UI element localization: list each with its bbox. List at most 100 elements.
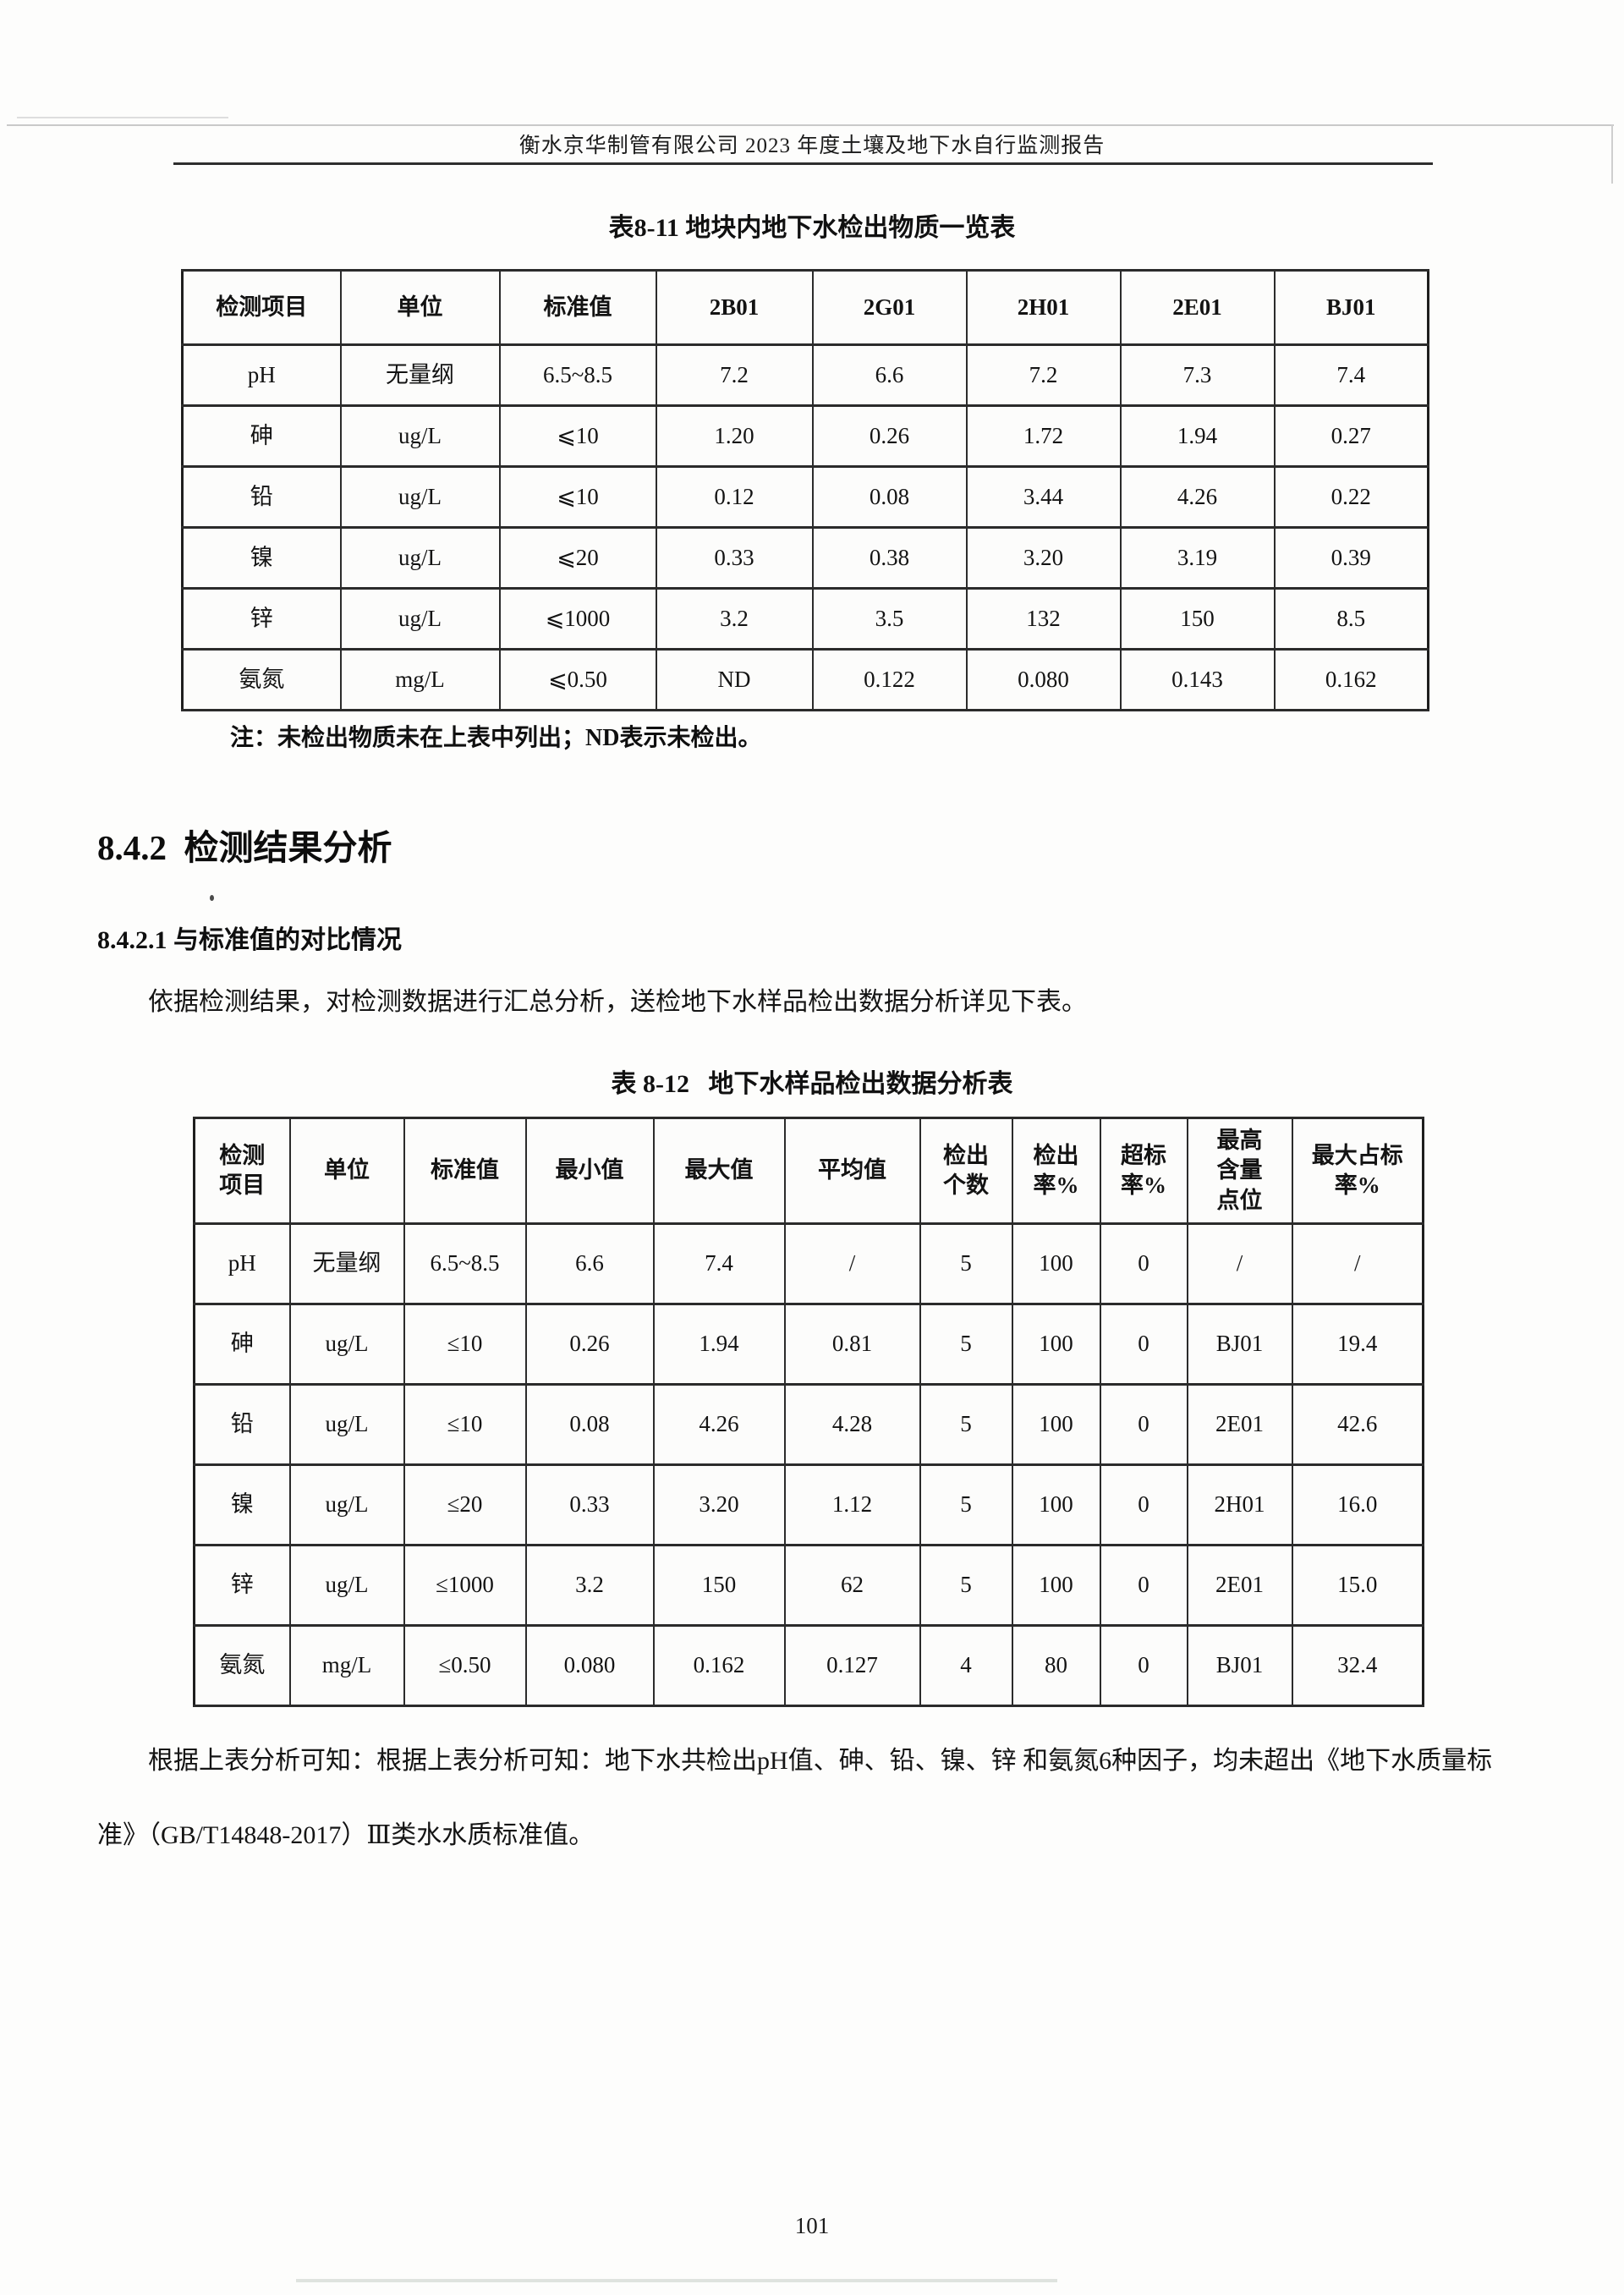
value-cell: 0: [1099, 1222, 1188, 1305]
value-cell: 0.38: [811, 526, 968, 590]
value-cell: ug/L: [288, 1544, 405, 1627]
table-row: 镍 ug/L ⩽20 0.33 0.38 3.20 3.19 0.39: [181, 526, 1429, 590]
value-cell: 无量纲: [339, 343, 501, 407]
value-cell: 6.5~8.5: [403, 1222, 527, 1305]
table-note: 注：未检出物质未在上表中列出；ND表示未检出。: [230, 725, 762, 751]
value-cell: 0.33: [524, 1463, 655, 1546]
value-cell: ≤10: [403, 1383, 527, 1466]
intro-paragraph: 依据检测结果，对检测数据进行汇总分析，送检地下水样品检出数据分析详见下表。: [148, 988, 1087, 1016]
value-cell: 150: [652, 1544, 786, 1627]
closing-paragraph: 根据上表分析可知：根据上表分析可知：地下水共检出pH值、砷、铅、镍、锌 和氨氮6…: [97, 1747, 1493, 1849]
value-cell: 0.26: [524, 1303, 655, 1386]
value-cell: ≤0.50: [403, 1624, 527, 1707]
table-row: 镍 ug/L ≤20 0.33 3.20 1.12 5 100 0 2H01 16.0: [193, 1463, 1424, 1546]
value-cell: 0.26: [811, 404, 968, 468]
table-row: 氨氮 mg/L ⩽0.50 ND 0.122 0.080 0.143 0.162: [181, 648, 1429, 711]
value-cell: 0.81: [783, 1303, 921, 1386]
value-cell: 2H01: [1186, 1463, 1293, 1546]
value-cell: 6.5~8.5: [498, 343, 657, 407]
column-header: 最大值: [652, 1117, 786, 1225]
column-header: 2E01: [1119, 269, 1276, 346]
column-header: 标准值: [498, 269, 657, 346]
row-label-cell: pH: [181, 343, 342, 407]
value-cell: ug/L: [339, 404, 501, 468]
value-cell: 0.22: [1273, 465, 1429, 529]
value-cell: 6.6: [524, 1222, 655, 1305]
table-header-row: 检测 项目 单位 标准值 最小值 最大值 平均值 检出 个数 检出 率% 超标 率% 最高 含量 …: [193, 1117, 1424, 1225]
value-cell: 7.4: [1273, 343, 1429, 407]
value-cell: 0.162: [1273, 648, 1429, 711]
value-cell: 7.2: [655, 343, 814, 407]
value-cell: 100: [1011, 1383, 1101, 1466]
row-label-cell: 氨氮: [193, 1624, 291, 1707]
value-cell: 5: [919, 1303, 1013, 1386]
value-cell: mg/L: [339, 648, 501, 711]
scan-artifact-line: [7, 124, 1614, 126]
row-label-cell: 镍: [193, 1463, 291, 1546]
value-cell: 7.3: [1119, 343, 1276, 407]
value-cell: 42.6: [1291, 1383, 1424, 1466]
value-cell: 62: [783, 1544, 921, 1627]
scan-artifact-line: [1611, 124, 1613, 184]
value-cell: ug/L: [288, 1383, 405, 1466]
value-cell: 7.2: [965, 343, 1122, 407]
table-row: 砷 ug/L ≤10 0.26 1.94 0.81 5 100 0 BJ01 19.4: [193, 1303, 1424, 1386]
value-cell: 100: [1011, 1463, 1101, 1546]
column-header: 检出 个数: [919, 1117, 1013, 1225]
value-cell: BJ01: [1186, 1303, 1293, 1386]
value-cell: /: [1291, 1222, 1424, 1305]
value-cell: 0.33: [655, 526, 814, 590]
value-cell: 16.0: [1291, 1463, 1424, 1546]
value-cell: 0.080: [524, 1624, 655, 1707]
value-cell: 15.0: [1291, 1544, 1424, 1627]
column-header: 2G01: [811, 269, 968, 346]
value-cell: 80: [1011, 1624, 1101, 1707]
table-8-12-title: 表 8-12 地下水样品检出数据分析表: [611, 1070, 1013, 1098]
value-cell: 1.94: [1119, 404, 1276, 468]
value-cell: ⩽10: [498, 465, 657, 529]
value-cell: 7.4: [652, 1222, 786, 1305]
value-cell: 100: [1011, 1544, 1101, 1627]
row-label-cell: 砷: [193, 1303, 291, 1386]
value-cell: mg/L: [288, 1624, 405, 1707]
value-cell: 0.08: [811, 465, 968, 529]
column-header: 最小值: [524, 1117, 655, 1225]
value-cell: 1.72: [965, 404, 1122, 468]
column-header: 检测项目: [181, 269, 342, 346]
row-label-cell: 铅: [193, 1383, 291, 1466]
value-cell: 0.143: [1119, 648, 1276, 711]
column-header: 2B01: [655, 269, 814, 346]
value-cell: ⩽10: [498, 404, 657, 468]
value-cell: ≤10: [403, 1303, 527, 1386]
column-header: 单位: [339, 269, 501, 346]
value-cell: /: [783, 1222, 921, 1305]
value-cell: 0: [1099, 1544, 1188, 1627]
groundwater-sample-analysis-table: 检测 项目 单位 标准值 最小值 最大值 平均值 检出 个数 检出 率% 超标 率% 最高 含量 …: [193, 1117, 1424, 1707]
column-header: 检测 项目: [193, 1117, 291, 1225]
value-cell: 3.44: [965, 465, 1122, 529]
ink-dot-artifact: [210, 895, 214, 901]
value-cell: 100: [1011, 1303, 1101, 1386]
row-label-cell: 砷: [181, 404, 342, 468]
value-cell: ≤20: [403, 1463, 527, 1546]
table-row: 锌 ug/L ⩽1000 3.2 3.5 132 150 8.5: [181, 587, 1429, 651]
value-cell: 2E01: [1186, 1544, 1293, 1627]
table-header-row: 检测项目 单位 标准值 2B01 2G01 2H01 2E01 BJ01: [181, 269, 1429, 346]
row-label-cell: 铅: [181, 465, 342, 529]
value-cell: 0.127: [783, 1624, 921, 1707]
column-header: 2H01: [965, 269, 1122, 346]
value-cell: 150: [1119, 587, 1276, 651]
table-row: 氨氮 mg/L ≤0.50 0.080 0.162 0.127 4 80 0 BJ01 32.4: [193, 1624, 1424, 1707]
value-cell: 0: [1099, 1463, 1188, 1546]
page-number: 101: [794, 2213, 830, 2238]
value-cell: ug/L: [339, 526, 501, 590]
value-cell: 4.28: [783, 1383, 921, 1466]
value-cell: ug/L: [288, 1303, 405, 1386]
value-cell: 4.26: [1119, 465, 1276, 529]
value-cell: BJ01: [1186, 1624, 1293, 1707]
report-header-title: 衡水京华制管有限公司 2023 年度土壤及地下水自行监测报告: [518, 135, 1106, 157]
column-header: 单位: [288, 1117, 405, 1225]
value-cell: ug/L: [288, 1463, 405, 1546]
value-cell: 0: [1099, 1624, 1188, 1707]
